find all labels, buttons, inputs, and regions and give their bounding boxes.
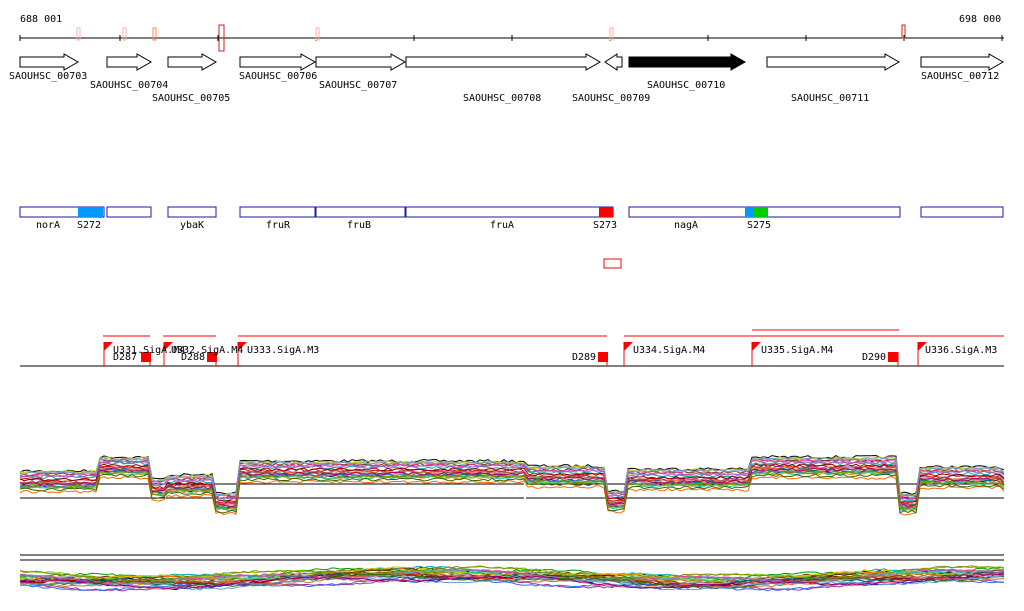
feature-label[interactable]: norA [36,220,61,231]
feature-label[interactable]: fruB [347,220,372,231]
gene-arrow [106,53,153,71]
expression-series [19,456,1005,497]
feature-label[interactable]: nagA [674,220,699,231]
unit-label[interactable]: U332.SigA.M4 [171,345,244,356]
feature-box [19,206,105,218]
expression-series [19,475,1005,516]
feature-box [315,206,406,218]
down-marker [141,352,151,362]
feature-box [167,206,217,218]
gene-label[interactable]: SAOUHSC_00706 [239,71,318,82]
gene-arrow [766,53,901,71]
gene-arrow [315,53,407,71]
down-label[interactable]: D288 [181,352,206,363]
down-label[interactable]: D287 [113,352,138,363]
feature-label[interactable]: ybaK [180,220,205,231]
gene-arrow [239,53,317,71]
expression-series [19,572,1005,590]
gene-label[interactable]: SAOUHSC_00710 [647,80,726,91]
gene-arrow [920,53,1005,71]
expression-series [19,463,1005,504]
start-coordinate: 688 001 [20,14,63,25]
feature-box [106,206,152,218]
site-marker [603,258,622,269]
site-marker [78,207,103,217]
expression-series [19,473,1005,514]
ruler-marker [901,24,906,39]
unit-label[interactable]: U333.SigA.M3 [247,345,320,356]
gene-label[interactable]: SAOUHSC_00709 [572,93,651,104]
site-marker [745,207,754,217]
gene-label[interactable]: SAOUHSC_00711 [791,93,870,104]
site-marker [599,207,613,217]
expression-series [19,568,1005,585]
down-marker [207,352,217,362]
gene-arrow [628,53,747,71]
feature-box [920,206,1004,218]
gene-label[interactable]: SAOUHSC_00708 [463,93,542,104]
unit-label[interactable]: U336.SigA.M3 [925,345,998,356]
ruler-marker [152,27,157,41]
feature-box [405,206,614,218]
end-coordinate: 698 000 [959,14,1002,25]
site-label[interactable]: S272 [77,220,102,231]
expression-series [19,573,1005,590]
ruler-marker [218,24,225,52]
ruler-marker [315,27,320,41]
ruler-marker [76,27,81,41]
site-label[interactable]: S275 [747,220,772,231]
gene-label[interactable]: SAOUHSC_00705 [152,93,231,104]
site-label[interactable]: S273 [593,220,618,231]
gene-arrow [604,53,623,71]
expression-series [19,470,1005,511]
feature-box [239,206,316,218]
down-marker [598,352,608,362]
unit-flag [624,342,633,351]
gene-label[interactable]: SAOUHSC_00712 [921,71,1000,82]
gene-label[interactable]: SAOUHSC_00704 [90,80,169,91]
unit-flag [918,342,927,351]
gene-arrow [405,53,602,71]
expression-series [19,460,1005,500]
gene-arrow [19,53,80,71]
gene-label[interactable]: SAOUHSC_00703 [9,71,88,82]
feature-label[interactable]: fruR [266,220,291,231]
ruler-marker [609,27,614,41]
unit-flag [238,342,247,351]
unit-flag [164,342,173,351]
down-label[interactable]: D290 [862,352,887,363]
unit-flag [104,342,113,351]
expression-series [19,565,1005,582]
down-marker [888,352,898,362]
unit-label[interactable]: U334.SigA.M4 [633,345,706,356]
gene-arrow [167,53,218,71]
unit-flag [752,342,761,351]
unit-label[interactable]: U331.SigA.M4 [113,345,186,356]
ruler-marker [122,27,127,41]
feature-label[interactable]: fruA [490,220,515,231]
gene-label[interactable]: SAOUHSC_00707 [319,80,398,91]
expression-series [19,456,1005,497]
expression-series [19,467,1005,508]
unit-label[interactable]: U335.SigA.M4 [761,345,834,356]
site-marker [754,207,768,217]
down-label[interactable]: D289 [572,352,597,363]
